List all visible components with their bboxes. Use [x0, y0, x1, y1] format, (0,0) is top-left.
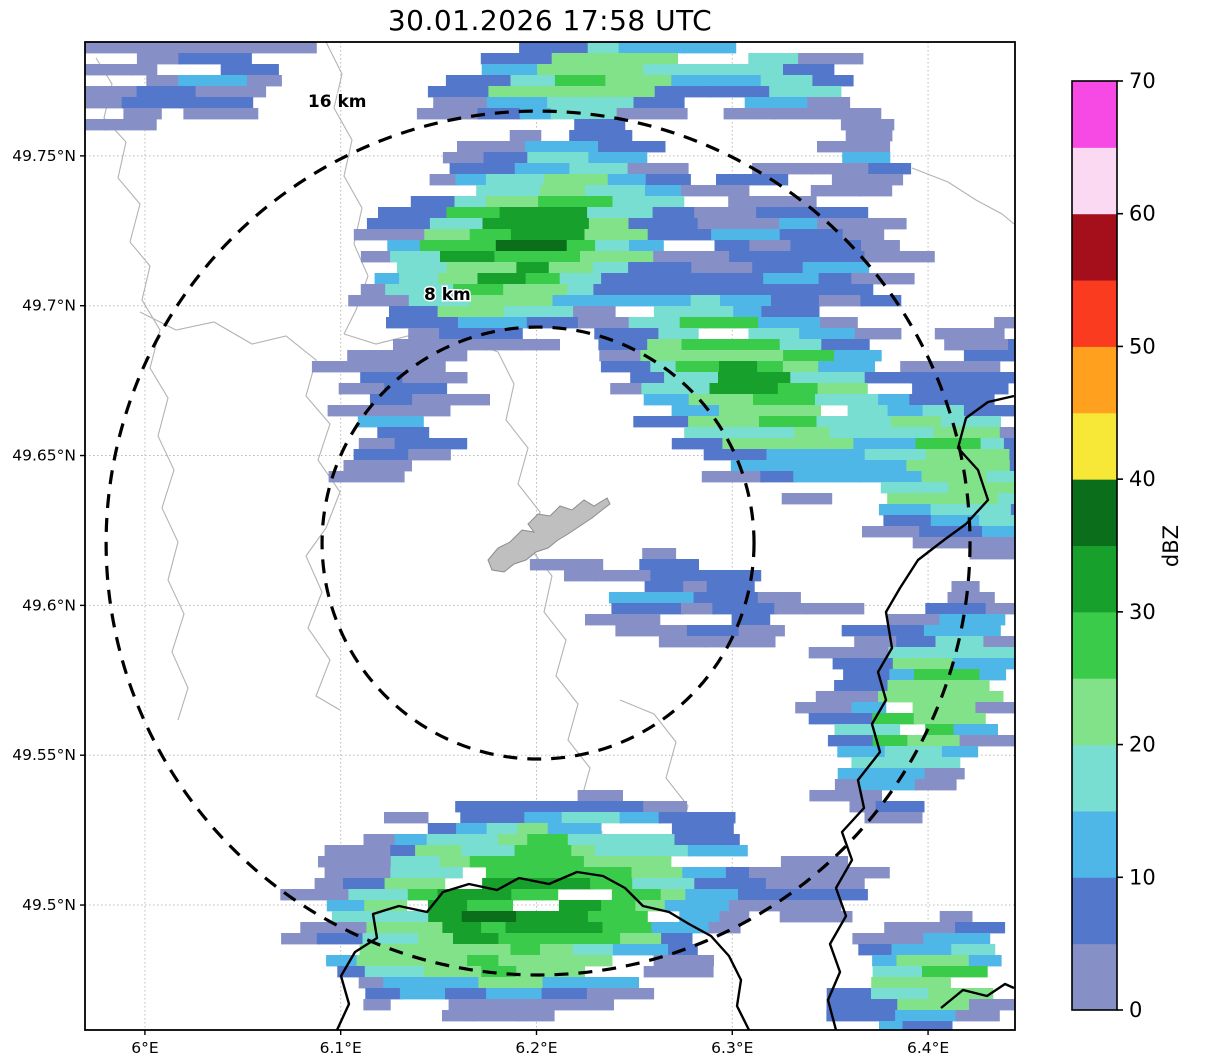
y-tick-label: 49.5°N — [22, 896, 76, 914]
x-tick-label: 6.4°E — [907, 1039, 949, 1057]
radar-echo-cells — [85, 42, 1015, 1030]
y-tick-label: 49.65°N — [12, 447, 76, 465]
colorbar-segment — [1072, 81, 1117, 148]
colorbar-segment — [1072, 810, 1117, 878]
colorbar-segment — [1072, 611, 1117, 679]
colorbar-tick-label: 10 — [1129, 865, 1156, 889]
colorbar-tick-label: 0 — [1129, 998, 1142, 1022]
city-area-shape — [487, 497, 611, 573]
colorbar-segment — [1072, 744, 1117, 812]
colorbar-segment — [1072, 479, 1117, 546]
colorbar-tick-label: 60 — [1129, 202, 1156, 226]
range-rings: 8 km 16 km — [104, 91, 972, 977]
colorbar-title: dBZ — [1159, 525, 1183, 567]
range-ring-16km — [104, 109, 972, 977]
colorbar-segment — [1072, 545, 1117, 613]
colorbar-tick-label: 40 — [1129, 467, 1156, 491]
x-tick-label: 6.1°E — [320, 1039, 362, 1057]
range-ring-8km — [320, 325, 756, 761]
colorbar-border — [1071, 80, 1118, 1011]
y-tick-label: 49.75°N — [12, 147, 76, 165]
colorbar-segment — [1072, 280, 1117, 347]
x-tick-label: 6.3°E — [711, 1039, 753, 1057]
country-border-lines — [335, 394, 1015, 1030]
colorbar-tick-label: 70 — [1129, 69, 1156, 93]
y-tick-label: 49.55°N — [12, 746, 76, 764]
colorbar-segment — [1072, 943, 1117, 1011]
range-ring-label: 8 km — [424, 285, 471, 305]
colorbar-tick-label: 30 — [1129, 600, 1156, 624]
y-tick-label: 49.6°N — [22, 596, 76, 614]
colorbar-segment — [1072, 346, 1117, 414]
colorbar-segment — [1072, 213, 1117, 281]
x-tick-label: 6°E — [131, 1039, 158, 1057]
plot-title: 30.01.2026 17:58 UTC — [387, 4, 713, 37]
colorbar: 0 10 20 30 40 50 60 70 dBZ — [1071, 69, 1183, 1022]
colorbar-segment — [1072, 412, 1117, 480]
colorbar-tick-label: 50 — [1129, 334, 1156, 358]
axis-ticks-labels: 6°E 6.1°E 6.2°E 6.3°E 6.4°E 49.75°N 49.7°N 49.6… — [12, 147, 949, 1057]
colorbar-segment — [1072, 147, 1117, 215]
colorbar-segment — [1072, 678, 1117, 746]
colorbar-segment — [1072, 877, 1117, 945]
range-ring-label: 16 km — [308, 92, 367, 112]
plot-border — [84, 41, 1016, 1031]
y-tick-label: 49.7°N — [22, 297, 76, 315]
colorbar-tick-label: 20 — [1129, 733, 1156, 757]
x-tick-label: 6.2°E — [515, 1039, 557, 1057]
